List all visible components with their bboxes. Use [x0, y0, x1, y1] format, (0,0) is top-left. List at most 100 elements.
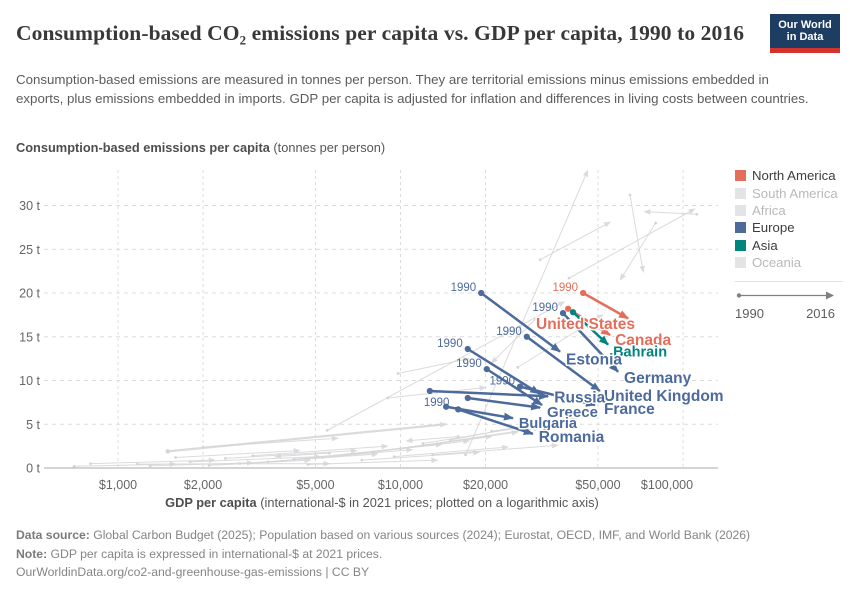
legend-swatch-south-america — [735, 187, 746, 199]
trajectory-arrow[interactable] — [457, 408, 534, 436]
trajectory-arrow[interactable] — [467, 347, 541, 395]
background-arrow — [326, 301, 566, 431]
chart-subtitle: Consumption-based emissions are measured… — [16, 72, 809, 106]
year-start-label: 1990 — [437, 338, 463, 350]
country-label-united-states[interactable]: United States — [535, 315, 637, 335]
trajectory-start-dot — [559, 310, 567, 317]
country-label-united-kingdom[interactable]: United Kingdom — [602, 387, 725, 407]
timeline-end-year[interactable]: 2016 — [806, 306, 835, 322]
x-axis-title-unit: (international-$ in 2021 prices; plotted… — [256, 495, 599, 510]
y-tick-label: 25 t — [19, 243, 40, 257]
x-tick-label: $2,000 — [184, 478, 222, 492]
country-label-germany[interactable]: Germany — [623, 368, 694, 388]
trajectory-arrow[interactable] — [486, 368, 543, 407]
country-label-canada[interactable]: Canada — [614, 331, 673, 351]
timeline-arrow-icon — [736, 291, 834, 300]
year-start-label: 1990 — [532, 302, 558, 314]
year-start-label: 1990 — [451, 282, 477, 294]
trajectory-start-dot — [426, 387, 433, 395]
y-tick-label: 30 t — [19, 199, 40, 213]
x-tick-label: $20,000 — [463, 478, 508, 492]
legend-swatch-north-america — [735, 170, 746, 182]
trajectory-arrow[interactable] — [526, 335, 601, 393]
legend-label-north-america: North America — [752, 168, 836, 184]
trajectory-arrow[interactable] — [429, 389, 550, 400]
background-arrow — [491, 417, 578, 432]
country-label-russia[interactable]: Russia — [553, 388, 607, 408]
owid-logo[interactable]: Our World in Data — [770, 14, 840, 53]
owid-logo-line2: in Data — [786, 31, 824, 43]
legend-item-south-america[interactable]: South America — [735, 184, 843, 201]
y-tick-label: 20 t — [19, 287, 40, 301]
trajectory-start-dot — [565, 305, 572, 312]
footer-note-label: Note: — [16, 546, 48, 561]
y-tick-label: 5 t — [26, 418, 40, 432]
legend-label-asia: Asia — [752, 237, 778, 253]
trajectory-start-dot — [478, 289, 485, 297]
background-arrow — [307, 457, 439, 465]
legend-item-asia[interactable]: Asia — [735, 237, 843, 254]
country-label-estonia[interactable]: Estonia — [565, 350, 624, 370]
x-tick-label: $50,000 — [575, 478, 620, 492]
background-arrow — [203, 435, 339, 448]
x-tick-label: $5,000 — [296, 478, 334, 492]
y-axis-title: Consumption-based emissions per capita (… — [16, 140, 385, 155]
country-label-bulgaria[interactable]: Bulgaria — [517, 415, 579, 434]
trajectory-arrow[interactable] — [562, 312, 619, 373]
x-axis-title: GDP per capita (international-$ in 2021 … — [44, 495, 720, 510]
background-arrow — [90, 457, 216, 465]
legend-item-north-america[interactable]: North America — [735, 167, 843, 184]
legend-divider — [735, 281, 843, 283]
x-axis-title-bold: GDP per capita — [165, 495, 257, 510]
background-arrow — [629, 194, 645, 273]
legend-item-africa[interactable]: Africa — [735, 202, 843, 219]
legend-label-oceania: Oceania — [752, 255, 802, 271]
background-arrow — [225, 448, 358, 459]
background-arrow — [167, 422, 448, 453]
country-label-france[interactable]: France — [602, 400, 656, 420]
footer-citation[interactable]: OurWorldinData.org/co2-and-greenhouse-ga… — [16, 563, 836, 582]
legend-swatch-africa — [735, 204, 746, 216]
year-start-label: 1990 — [496, 326, 522, 338]
trajectory-start-dot — [523, 333, 530, 340]
footer-note-text: GDP per capita is expressed in internati… — [47, 546, 383, 561]
continent-legend: North America South America Africa Europ… — [735, 167, 843, 321]
background-arrow — [361, 449, 481, 461]
legend-swatch-oceania — [735, 257, 746, 269]
trajectory-arrow[interactable] — [572, 311, 609, 346]
legend-item-europe[interactable]: Europe — [735, 219, 843, 236]
trajectory-arrow[interactable] — [467, 396, 542, 411]
background-arrow — [74, 461, 177, 467]
year-start-label: 1990 — [456, 358, 482, 370]
year-start-label: 1990 — [553, 282, 579, 294]
country-label-bahrain[interactable]: Bahrain — [612, 343, 669, 362]
legend-swatch-europe — [735, 222, 746, 234]
legend-item-oceania[interactable]: Oceania — [735, 254, 843, 271]
footer-datasource-label: Data source: — [16, 528, 90, 542]
background-arrow — [568, 208, 696, 279]
x-tick-label: $100,000 — [641, 478, 693, 492]
trajectory-start-dot — [516, 383, 524, 390]
trajectory-start-dot — [569, 309, 577, 316]
timeline-labels: 1990 2016 — [735, 306, 835, 321]
background-arrow — [517, 314, 604, 368]
country-label-romania[interactable]: Romania — [537, 427, 606, 447]
background-arrow — [274, 452, 330, 460]
trajectory-arrow[interactable] — [582, 291, 629, 320]
year-start-label: 1990 — [489, 376, 515, 388]
timeline-start-year[interactable]: 1990 — [735, 306, 764, 322]
background-arrow — [394, 444, 509, 458]
background-arrow — [432, 442, 559, 456]
trajectory-start-dot — [455, 406, 462, 413]
trajectory-arrow[interactable] — [480, 291, 561, 353]
y-tick-label: 0 t — [26, 462, 40, 476]
country-label-greece[interactable]: Greece — [546, 403, 600, 423]
plot-grid: $1,000 $2,000 $5,000 $10,000 $20,000 $50,000 $… — [19, 170, 718, 492]
owid-logo-line1: Our World — [778, 18, 832, 31]
chart-footer: Data source: Global Carbon Budget (2025)… — [16, 526, 836, 582]
legend-label-europe: Europe — [752, 220, 795, 236]
background-arrow — [539, 221, 611, 261]
trajectory-start-dot — [464, 394, 471, 402]
